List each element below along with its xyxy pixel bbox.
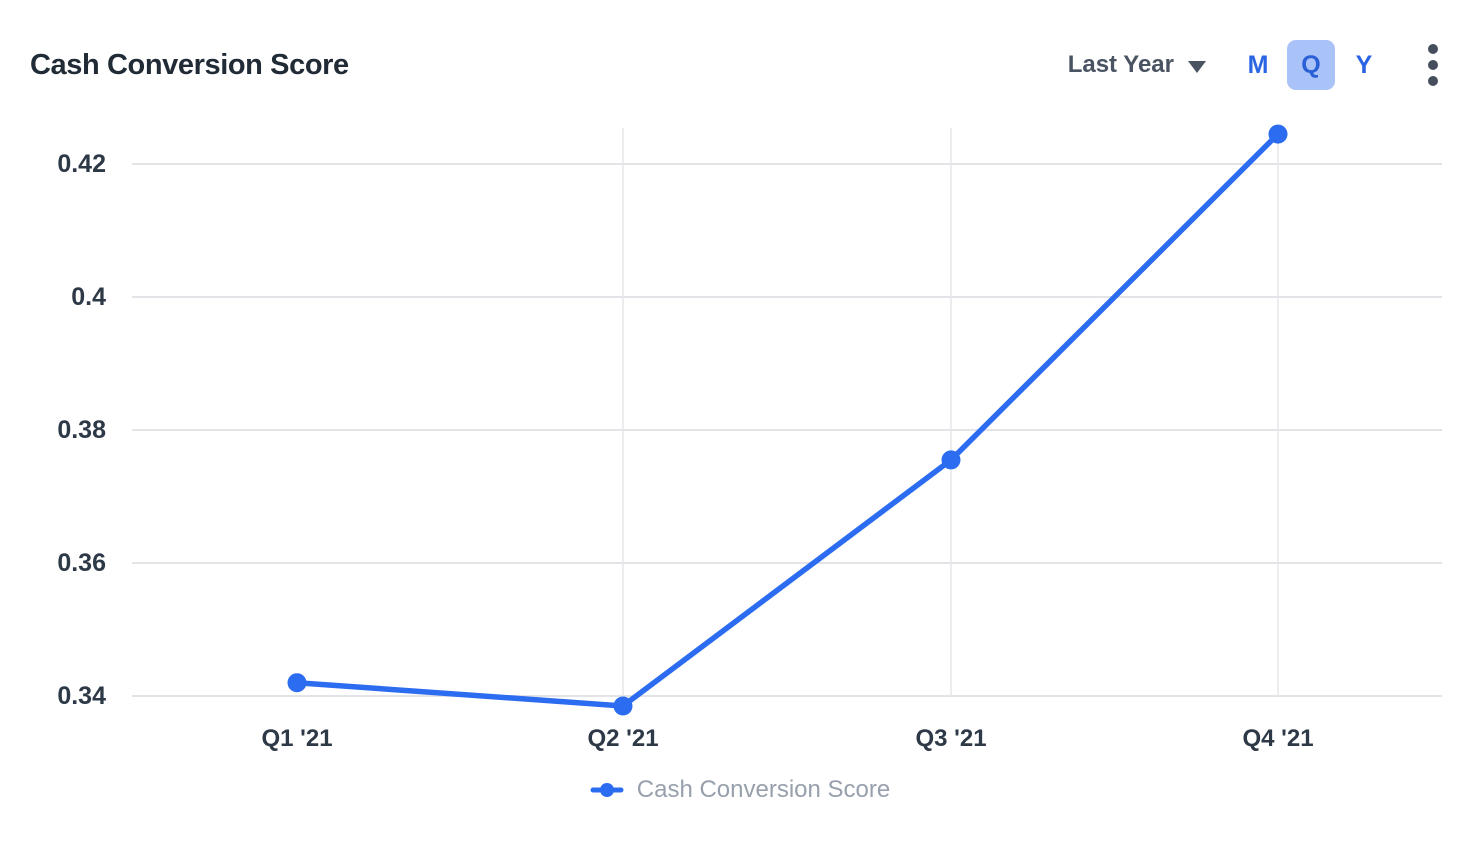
- line-chart: 0.34 0.36 0.38 0.4 0.42 Q1 '21 Q2 '21 Q3 '21 Q4 …: [57, 124, 1442, 752]
- page-title: Cash Conversion Score: [30, 48, 349, 81]
- data-point[interactable]: [287, 673, 307, 693]
- chart-legend[interactable]: Cash Conversion Score: [0, 776, 1480, 804]
- kebab-menu-icon[interactable]: [1420, 38, 1446, 92]
- interval-button-quarter[interactable]: Q: [1287, 40, 1335, 90]
- x-axis-tick-label: Q2 '21: [587, 725, 658, 752]
- x-axis-tick-label: Q3 '21: [915, 725, 986, 752]
- chart-header: Cash Conversion Score Last Year M Q Y: [0, 0, 1480, 100]
- legend-label: Cash Conversion Score: [636, 776, 891, 803]
- data-point[interactable]: [613, 696, 633, 716]
- legend-marker-icon: [590, 783, 624, 797]
- y-axis-tick-label: 0.4: [71, 283, 106, 311]
- interval-toggle: M Q Y: [1234, 40, 1388, 90]
- x-axis-tick-label: Q4 '21: [1242, 725, 1313, 752]
- y-axis-tick-label: 0.34: [57, 682, 106, 710]
- data-point[interactable]: [941, 450, 961, 470]
- time-range-label: Last Year: [1067, 51, 1174, 78]
- y-axis-tick-label: 0.36: [57, 549, 106, 577]
- interval-button-month[interactable]: M: [1234, 40, 1282, 90]
- interval-button-year[interactable]: Y: [1340, 40, 1388, 90]
- x-axis-tick-label: Q1 '21: [261, 725, 332, 752]
- y-axis-tick-label: 0.38: [57, 416, 106, 444]
- chart-controls: Last Year M Q Y: [1068, 38, 1446, 92]
- y-axis-tick-label: 0.42: [57, 150, 106, 178]
- data-point[interactable]: [1268, 124, 1288, 144]
- caret-down-icon: [1188, 60, 1206, 73]
- series-line: [294, 131, 1281, 709]
- time-range-dropdown[interactable]: Last Year: [1068, 51, 1206, 79]
